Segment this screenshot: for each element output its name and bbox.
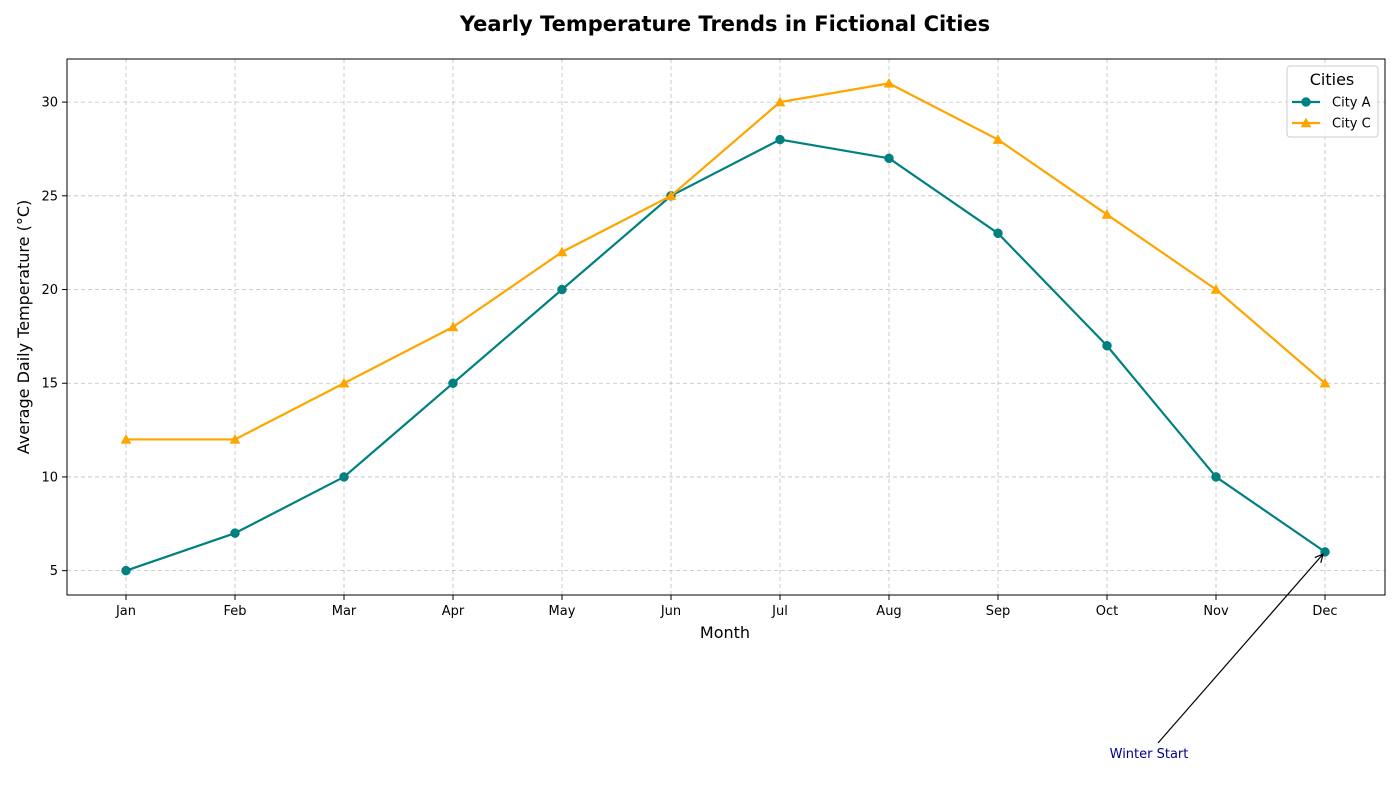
data-point-city-a xyxy=(884,153,894,164)
legend-swatch-marker xyxy=(1300,117,1312,128)
data-point-city-a xyxy=(557,284,567,295)
x-tick-label: Sep xyxy=(986,604,1011,619)
x-tick-label: Jan xyxy=(115,604,136,619)
data-point-city-a xyxy=(339,472,349,482)
chart-title: Yearly Temperature Trends in Fictional C… xyxy=(459,12,990,36)
x-tick-label: Apr xyxy=(442,604,465,619)
x-tick-label: Oct xyxy=(1096,604,1118,619)
y-tick-label: 10 xyxy=(41,470,58,485)
legend: Cities City A City C xyxy=(1286,65,1379,138)
data-point-city-c xyxy=(1210,284,1222,294)
x-axis-label: Month xyxy=(700,623,750,642)
legend-label: City C xyxy=(1332,117,1371,132)
data-point-city-c xyxy=(556,246,568,257)
legend-swatch-marker xyxy=(1301,97,1311,107)
legend-item-city-c: City C xyxy=(1292,117,1371,132)
data-point-city-a xyxy=(993,228,1003,239)
plot-area-frame xyxy=(66,58,1386,596)
grid xyxy=(67,59,1385,595)
data-point-city-a xyxy=(1211,472,1221,482)
data-point-city-a xyxy=(775,134,785,145)
legend-item-city-a: City A xyxy=(1292,96,1371,111)
x-tick-label: May xyxy=(549,604,576,619)
y-tick-label: 5 xyxy=(50,564,58,579)
series-city-a xyxy=(121,134,1330,576)
data-point-city-a xyxy=(1102,340,1112,351)
annotation-label: Winter Start xyxy=(1110,747,1189,762)
y-axis-label: Average Daily Temperature (°C) xyxy=(14,200,33,454)
series-city-c xyxy=(120,77,1331,444)
y-tick-label: 15 xyxy=(41,377,58,392)
legend-title: Cities xyxy=(1310,70,1355,89)
data-point-city-c xyxy=(992,134,1004,144)
x-tick-label: Aug xyxy=(876,604,901,619)
x-tick-label: Jun xyxy=(660,604,681,619)
annotation-arrow xyxy=(1157,553,1324,744)
x-tick-label: Mar xyxy=(332,604,357,619)
y-tick-label: 30 xyxy=(41,96,58,111)
data-point-city-c xyxy=(338,377,350,388)
data-point-city-c xyxy=(120,433,132,444)
series-line-city-a xyxy=(125,138,1326,572)
x-axis: Jan Feb Mar Apr May Jun Jul Aug Sep Oct Nov Dec xyxy=(115,595,1338,619)
series-layer xyxy=(120,77,1331,576)
data-point-city-c xyxy=(1319,377,1331,388)
data-point-city-a xyxy=(121,565,131,576)
annotation-arrowhead xyxy=(1314,553,1324,563)
series-line-city-c xyxy=(126,82,1326,441)
data-point-city-c xyxy=(447,321,459,332)
x-tick-label: Dec xyxy=(1312,604,1337,619)
x-tick-label: Feb xyxy=(223,604,246,619)
legend-box xyxy=(1286,65,1379,138)
legend-entries: City A City C xyxy=(1292,96,1371,132)
x-tick-label: Nov xyxy=(1203,604,1229,619)
data-point-city-a xyxy=(230,528,240,538)
legend-label: City A xyxy=(1332,96,1371,111)
x-tick-label: Jul xyxy=(771,604,788,619)
data-point-city-c xyxy=(774,96,786,107)
y-tick-label: 20 xyxy=(41,283,58,298)
data-point-city-a xyxy=(448,378,458,388)
y-axis: 5 10 15 20 25 30 xyxy=(41,96,67,579)
annotation-layer: Winter Start xyxy=(1110,553,1324,762)
data-point-city-c xyxy=(229,433,241,444)
data-point-city-c xyxy=(665,190,677,201)
y-tick-label: 25 xyxy=(41,189,58,204)
data-point-city-c xyxy=(883,77,895,88)
data-point-city-c xyxy=(1101,209,1113,219)
